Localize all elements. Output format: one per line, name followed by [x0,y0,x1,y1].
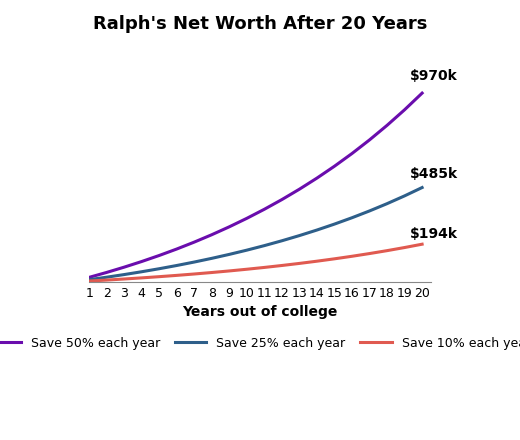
Save 50% each year [367,137,373,143]
Save 50% each year [139,259,145,264]
Save 50% each year [279,197,285,202]
Save 10% each year [331,256,337,261]
Save 25% each year [191,260,198,265]
Save 10% each year [296,261,303,266]
Save 10% each year [209,270,215,275]
Save 25% each year [103,275,110,280]
Save 25% each year [139,269,145,275]
Save 25% each year [331,221,337,227]
Save 10% each year [401,245,408,250]
Save 10% each year [121,276,127,282]
Save 10% each year [156,274,162,279]
Line: Save 50% each year: Save 50% each year [89,93,422,277]
Save 25% each year [261,243,267,248]
Save 25% each year [384,201,390,206]
Save 50% each year [419,91,425,96]
Save 10% each year [384,248,390,253]
Save 50% each year [261,207,267,212]
Save 50% each year [401,107,408,112]
Save 25% each year [401,193,408,198]
Line: Save 10% each year: Save 10% each year [89,244,422,281]
Save 25% each year [367,208,373,213]
Save 50% each year [314,176,320,181]
Save 25% each year [226,252,232,257]
Save 10% each year [279,263,285,268]
Save 25% each year [296,233,303,238]
Save 25% each year [244,248,250,253]
Save 10% each year [139,275,145,281]
Save 10% each year [191,271,198,277]
Line: Save 25% each year: Save 25% each year [89,187,422,280]
Save 10% each year [226,268,232,274]
Text: $194k: $194k [410,227,458,241]
Save 50% each year [121,264,127,270]
Save 50% each year [331,164,337,169]
Save 50% each year [174,246,180,252]
Save 50% each year [86,275,92,280]
Save 25% each year [349,215,355,220]
Save 10% each year [367,251,373,256]
Legend: Save 50% each year, Save 25% each year, Save 10% each year: Save 50% each year, Save 25% each year, … [0,332,520,355]
Title: Ralph's Net Worth After 20 Years: Ralph's Net Worth After 20 Years [93,15,427,33]
Save 50% each year [226,224,232,229]
Save 10% each year [314,259,320,264]
Save 50% each year [244,216,250,221]
Save 50% each year [103,270,110,275]
Save 25% each year [209,256,215,261]
Text: $970k: $970k [410,69,458,83]
Save 10% each year [244,267,250,272]
Save 25% each year [86,277,92,282]
Save 50% each year [296,187,303,192]
Save 25% each year [314,227,320,233]
Save 10% each year [103,277,110,282]
Save 25% each year [279,238,285,243]
Save 10% each year [419,242,425,247]
Save 10% each year [174,273,180,278]
Save 25% each year [121,272,127,277]
Save 50% each year [209,232,215,237]
Save 25% each year [174,263,180,268]
Save 25% each year [156,266,162,271]
Save 50% each year [349,151,355,156]
Save 10% each year [86,279,92,284]
Save 50% each year [191,239,198,245]
Save 50% each year [156,253,162,258]
Save 10% each year [261,265,267,270]
Save 50% each year [384,123,390,128]
Save 10% each year [349,253,355,259]
X-axis label: Years out of college: Years out of college [183,305,337,319]
Save 25% each year [419,185,425,190]
Text: $485k: $485k [410,167,458,181]
